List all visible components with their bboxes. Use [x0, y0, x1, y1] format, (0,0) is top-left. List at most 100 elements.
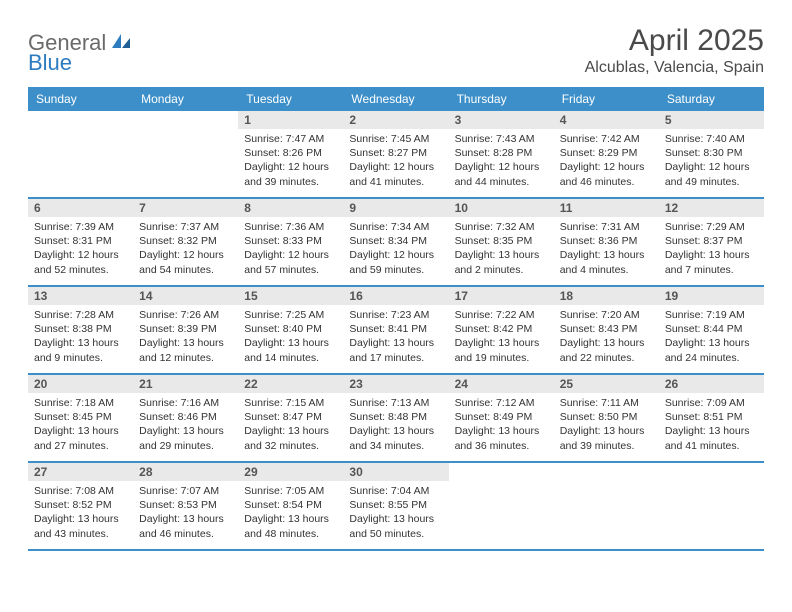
- day-number: 7: [133, 199, 238, 217]
- day-number: 15: [238, 287, 343, 305]
- sunset-text: Sunset: 8:48 PM: [349, 410, 442, 424]
- calendar-cell: 23Sunrise: 7:13 AMSunset: 8:48 PMDayligh…: [343, 374, 448, 462]
- calendar-cell: 7Sunrise: 7:37 AMSunset: 8:32 PMDaylight…: [133, 198, 238, 286]
- dayheader-thursday: Thursday: [449, 87, 554, 111]
- sunrise-text: Sunrise: 7:39 AM: [34, 220, 127, 234]
- sunset-text: Sunset: 8:26 PM: [244, 146, 337, 160]
- day-number: [449, 463, 554, 481]
- day-number: 23: [343, 375, 448, 393]
- sunrise-text: Sunrise: 7:19 AM: [665, 308, 758, 322]
- day-details: Sunrise: 7:47 AMSunset: 8:26 PMDaylight:…: [238, 129, 343, 193]
- day-details: Sunrise: 7:11 AMSunset: 8:50 PMDaylight:…: [554, 393, 659, 457]
- sunrise-text: Sunrise: 7:11 AM: [560, 396, 653, 410]
- sunset-text: Sunset: 8:44 PM: [665, 322, 758, 336]
- calendar-cell: [28, 111, 133, 198]
- calendar-week-row: 13Sunrise: 7:28 AMSunset: 8:38 PMDayligh…: [28, 286, 764, 374]
- sunset-text: Sunset: 8:54 PM: [244, 498, 337, 512]
- day-number: 21: [133, 375, 238, 393]
- day-details: Sunrise: 7:09 AMSunset: 8:51 PMDaylight:…: [659, 393, 764, 457]
- sunset-text: Sunset: 8:40 PM: [244, 322, 337, 336]
- day-number: 30: [343, 463, 448, 481]
- daylight-text: Daylight: 12 hours and 44 minutes.: [455, 160, 548, 188]
- sunset-text: Sunset: 8:28 PM: [455, 146, 548, 160]
- day-details: Sunrise: 7:07 AMSunset: 8:53 PMDaylight:…: [133, 481, 238, 545]
- daylight-text: Daylight: 13 hours and 22 minutes.: [560, 336, 653, 364]
- daylight-text: Daylight: 12 hours and 41 minutes.: [349, 160, 442, 188]
- calendar-cell: 29Sunrise: 7:05 AMSunset: 8:54 PMDayligh…: [238, 462, 343, 550]
- calendar-cell: 20Sunrise: 7:18 AMSunset: 8:45 PMDayligh…: [28, 374, 133, 462]
- sunrise-text: Sunrise: 7:40 AM: [665, 132, 758, 146]
- sunset-text: Sunset: 8:27 PM: [349, 146, 442, 160]
- calendar-cell: 9Sunrise: 7:34 AMSunset: 8:34 PMDaylight…: [343, 198, 448, 286]
- sunrise-text: Sunrise: 7:23 AM: [349, 308, 442, 322]
- day-details: Sunrise: 7:32 AMSunset: 8:35 PMDaylight:…: [449, 217, 554, 281]
- location-text: Alcublas, Valencia, Spain: [585, 59, 764, 77]
- month-title: April 2025: [585, 24, 764, 57]
- day-details: [659, 481, 764, 488]
- dayheader-wednesday: Wednesday: [343, 87, 448, 111]
- daylight-text: Daylight: 13 hours and 14 minutes.: [244, 336, 337, 364]
- title-block: April 2025 Alcublas, Valencia, Spain: [585, 24, 764, 77]
- day-number: 18: [554, 287, 659, 305]
- dayheader-monday: Monday: [133, 87, 238, 111]
- calendar-cell: 13Sunrise: 7:28 AMSunset: 8:38 PMDayligh…: [28, 286, 133, 374]
- sunrise-text: Sunrise: 7:37 AM: [139, 220, 232, 234]
- sunset-text: Sunset: 8:51 PM: [665, 410, 758, 424]
- daylight-text: Daylight: 13 hours and 43 minutes.: [34, 512, 127, 540]
- day-details: Sunrise: 7:22 AMSunset: 8:42 PMDaylight:…: [449, 305, 554, 369]
- day-details: Sunrise: 7:29 AMSunset: 8:37 PMDaylight:…: [659, 217, 764, 281]
- calendar-week-row: 27Sunrise: 7:08 AMSunset: 8:52 PMDayligh…: [28, 462, 764, 550]
- dayheader-saturday: Saturday: [659, 87, 764, 111]
- daylight-text: Daylight: 13 hours and 41 minutes.: [665, 424, 758, 452]
- day-number: 19: [659, 287, 764, 305]
- sunset-text: Sunset: 8:33 PM: [244, 234, 337, 248]
- dayheader-sunday: Sunday: [28, 87, 133, 111]
- sunset-text: Sunset: 8:34 PM: [349, 234, 442, 248]
- calendar-cell: 22Sunrise: 7:15 AMSunset: 8:47 PMDayligh…: [238, 374, 343, 462]
- day-details: Sunrise: 7:43 AMSunset: 8:28 PMDaylight:…: [449, 129, 554, 193]
- daylight-text: Daylight: 12 hours and 39 minutes.: [244, 160, 337, 188]
- sunset-text: Sunset: 8:45 PM: [34, 410, 127, 424]
- calendar-cell: 10Sunrise: 7:32 AMSunset: 8:35 PMDayligh…: [449, 198, 554, 286]
- sunset-text: Sunset: 8:53 PM: [139, 498, 232, 512]
- sunset-text: Sunset: 8:31 PM: [34, 234, 127, 248]
- calendar-cell: [554, 462, 659, 550]
- day-number: 24: [449, 375, 554, 393]
- day-number: 3: [449, 111, 554, 129]
- sunset-text: Sunset: 8:52 PM: [34, 498, 127, 512]
- sunrise-text: Sunrise: 7:32 AM: [455, 220, 548, 234]
- calendar-cell: [659, 462, 764, 550]
- sunset-text: Sunset: 8:36 PM: [560, 234, 653, 248]
- day-number: 16: [343, 287, 448, 305]
- calendar-cell: 3Sunrise: 7:43 AMSunset: 8:28 PMDaylight…: [449, 111, 554, 198]
- day-details: Sunrise: 7:45 AMSunset: 8:27 PMDaylight:…: [343, 129, 448, 193]
- sunrise-text: Sunrise: 7:04 AM: [349, 484, 442, 498]
- day-details: Sunrise: 7:36 AMSunset: 8:33 PMDaylight:…: [238, 217, 343, 281]
- calendar-cell: 1Sunrise: 7:47 AMSunset: 8:26 PMDaylight…: [238, 111, 343, 198]
- sunrise-text: Sunrise: 7:16 AM: [139, 396, 232, 410]
- daylight-text: Daylight: 13 hours and 36 minutes.: [455, 424, 548, 452]
- calendar-cell: 2Sunrise: 7:45 AMSunset: 8:27 PMDaylight…: [343, 111, 448, 198]
- day-number: 28: [133, 463, 238, 481]
- sunrise-text: Sunrise: 7:47 AM: [244, 132, 337, 146]
- calendar-cell: 28Sunrise: 7:07 AMSunset: 8:53 PMDayligh…: [133, 462, 238, 550]
- day-details: Sunrise: 7:28 AMSunset: 8:38 PMDaylight:…: [28, 305, 133, 369]
- day-number: 14: [133, 287, 238, 305]
- daylight-text: Daylight: 13 hours and 50 minutes.: [349, 512, 442, 540]
- calendar-cell: 30Sunrise: 7:04 AMSunset: 8:55 PMDayligh…: [343, 462, 448, 550]
- calendar-week-row: 6Sunrise: 7:39 AMSunset: 8:31 PMDaylight…: [28, 198, 764, 286]
- daylight-text: Daylight: 13 hours and 17 minutes.: [349, 336, 442, 364]
- day-number: 11: [554, 199, 659, 217]
- calendar-cell: [133, 111, 238, 198]
- day-details: [28, 129, 133, 136]
- daylight-text: Daylight: 12 hours and 57 minutes.: [244, 248, 337, 276]
- calendar-cell: 21Sunrise: 7:16 AMSunset: 8:46 PMDayligh…: [133, 374, 238, 462]
- calendar-cell: 14Sunrise: 7:26 AMSunset: 8:39 PMDayligh…: [133, 286, 238, 374]
- sunrise-text: Sunrise: 7:34 AM: [349, 220, 442, 234]
- sunset-text: Sunset: 8:43 PM: [560, 322, 653, 336]
- day-details: Sunrise: 7:16 AMSunset: 8:46 PMDaylight:…: [133, 393, 238, 457]
- sunset-text: Sunset: 8:46 PM: [139, 410, 232, 424]
- day-details: Sunrise: 7:31 AMSunset: 8:36 PMDaylight:…: [554, 217, 659, 281]
- day-number: [659, 463, 764, 481]
- calendar-cell: 11Sunrise: 7:31 AMSunset: 8:36 PMDayligh…: [554, 198, 659, 286]
